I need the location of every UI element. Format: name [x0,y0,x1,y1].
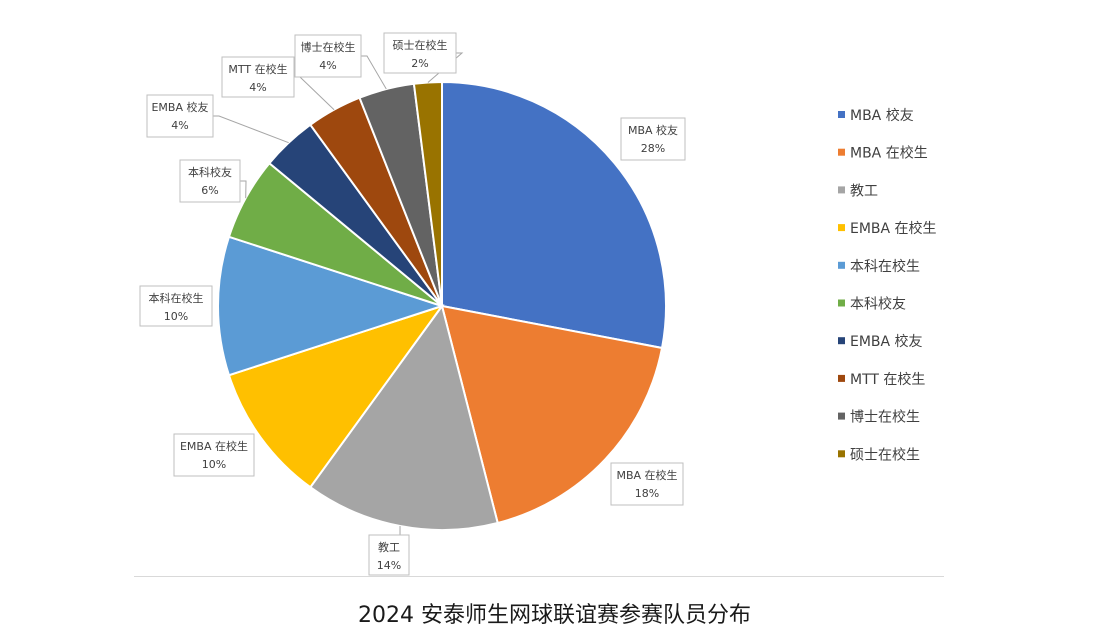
data-labels: MBA 校友 28% MBA 在校生 18% 教工 14% EMBA 在校生 10% 本科在校生… [139,32,686,576]
pie-slice [216,235,446,377]
data-label-category: 本科校友 [188,165,232,179]
legend-swatch [838,261,845,269]
legend-swatch [838,450,845,458]
data-label-box [294,34,362,78]
legend-label: 博士在校生 [850,409,920,426]
data-label-category: 本科在校生 [149,291,204,305]
data-label-box [146,94,214,138]
leader-line [294,76,335,111]
data-label-value: 6% [201,184,218,197]
legend-swatch [838,337,845,345]
data-label-box [368,534,410,576]
data-label-value: 4% [171,119,188,132]
legend-swatch [838,374,845,382]
data-label-category: MTT 在校生 [228,62,287,76]
legend-swatch [838,299,845,307]
data-label-box [173,433,255,477]
legend-swatch [838,186,845,194]
legend-swatch [838,224,845,232]
legend-label: 本科校友 [850,296,906,313]
leader-line [361,55,387,90]
divider-line [134,576,944,577]
legend-label: MBA 校友 [850,107,914,124]
data-label-box [620,117,686,161]
legend-label: 本科在校生 [850,258,920,275]
pie-slice [227,304,445,489]
data-label-category: 教工 [378,541,400,554]
data-label-value: 4% [319,59,336,72]
data-label-box [221,56,295,98]
leader-line [240,180,247,199]
legend-swatch [838,412,845,420]
data-label-category: EMBA 在校生 [180,439,248,453]
data-label-category: 博士在校生 [301,40,356,54]
data-label-box [139,285,213,327]
data-label-category: EMBA 校友 [151,100,208,114]
legend-label: MBA 在校生 [850,145,928,162]
data-label-box [383,32,457,74]
legend-swatch [838,148,845,156]
data-label-value: 4% [249,81,266,94]
pie-slice [441,80,667,350]
legend-label: EMBA 校友 [850,333,923,350]
data-label-category: 硕士在校生 [393,38,448,52]
data-label-category: MBA 在校生 [616,468,677,482]
data-label-value: 28% [641,142,665,155]
legend-label: 教工 [850,183,878,199]
data-label-category: MBA 校友 [628,123,678,137]
data-label-value: 10% [164,310,188,323]
data-label-value: 18% [635,487,659,500]
legend-label: 硕士在校生 [850,446,920,463]
data-label-value: 2% [411,57,428,70]
figure-caption: 2024 安泰师生网球联谊赛参赛队员分布 [358,603,751,628]
data-label-value: 14% [377,559,401,572]
leader-line [213,115,289,144]
legend-swatch [838,111,845,118]
data-label-value: 10% [202,458,226,471]
legend-label: MTT 在校生 [850,371,925,388]
data-label-box [610,462,684,506]
pie-slices [216,80,667,531]
pie-slice [412,80,443,307]
data-label-box [179,159,241,203]
legend-label: EMBA 在校生 [850,220,937,237]
pie-slice [440,304,664,525]
